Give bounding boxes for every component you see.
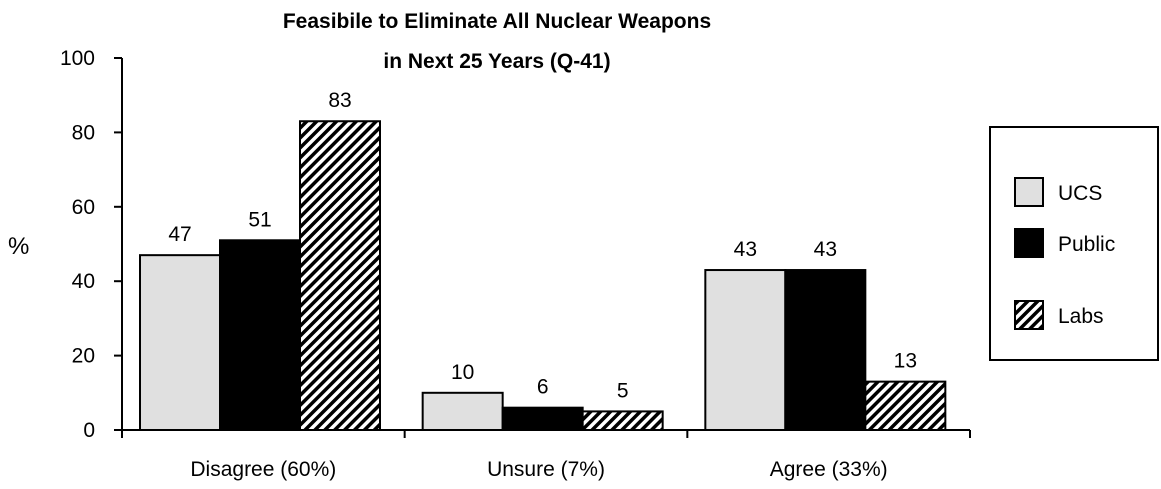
bar-ucs: [704, 269, 787, 432]
bars: [139, 120, 947, 432]
y-tick-label: 0: [83, 419, 95, 442]
legend: UCS Public Labs: [989, 126, 1159, 361]
y-tick-label: 100: [60, 47, 95, 70]
data-label: 51: [248, 208, 271, 231]
data-label: 6: [537, 376, 549, 399]
bar-public: [784, 269, 867, 432]
legend-swatch-ucs: [1014, 177, 1044, 207]
data-label: 43: [734, 238, 757, 261]
y-tick-label: 20: [72, 345, 95, 368]
data-labels: 47 51 83 10 6 5 43 43 13: [168, 89, 917, 402]
legend-label: Public: [1058, 233, 1115, 256]
data-label: 83: [328, 89, 351, 112]
bar-public: [219, 239, 301, 431]
category-labels: Disagree (60%) Unsure (7%) Agree (33%): [190, 458, 887, 481]
x-ticks: [121, 430, 971, 438]
category-label: Disagree (60%): [190, 458, 336, 481]
category-label: Unsure (7%): [487, 458, 605, 481]
data-label: 5: [617, 379, 629, 402]
bar-ucs: [139, 254, 221, 431]
category-label: Agree (33%): [770, 458, 888, 481]
chart-title-line-2: in Next 25 Years (Q-41): [383, 50, 610, 73]
y-axis-label: %: [8, 233, 29, 260]
data-label: 10: [451, 361, 474, 384]
bar-public: [501, 406, 584, 431]
data-label: 47: [168, 223, 191, 246]
chart-title-line-1: Feasibile to Eliminate All Nuclear Weapo…: [283, 10, 711, 33]
legend-swatch-labs: [1014, 300, 1044, 330]
bar-ucs: [421, 391, 504, 431]
legend-label: Labs: [1058, 305, 1104, 328]
bar-labs: [581, 410, 664, 431]
bar-labs: [864, 380, 947, 432]
legend-swatch-public: [1014, 228, 1044, 258]
y-tick-label: 80: [72, 121, 95, 144]
y-tick-label: 60: [72, 196, 95, 219]
data-label: 43: [814, 238, 837, 261]
y-ticks: 0 20 40 60 80 100: [60, 47, 122, 442]
data-label: 13: [894, 350, 917, 373]
bar-labs: [299, 120, 381, 432]
legend-label: UCS: [1058, 182, 1102, 205]
y-tick-label: 40: [72, 270, 95, 293]
